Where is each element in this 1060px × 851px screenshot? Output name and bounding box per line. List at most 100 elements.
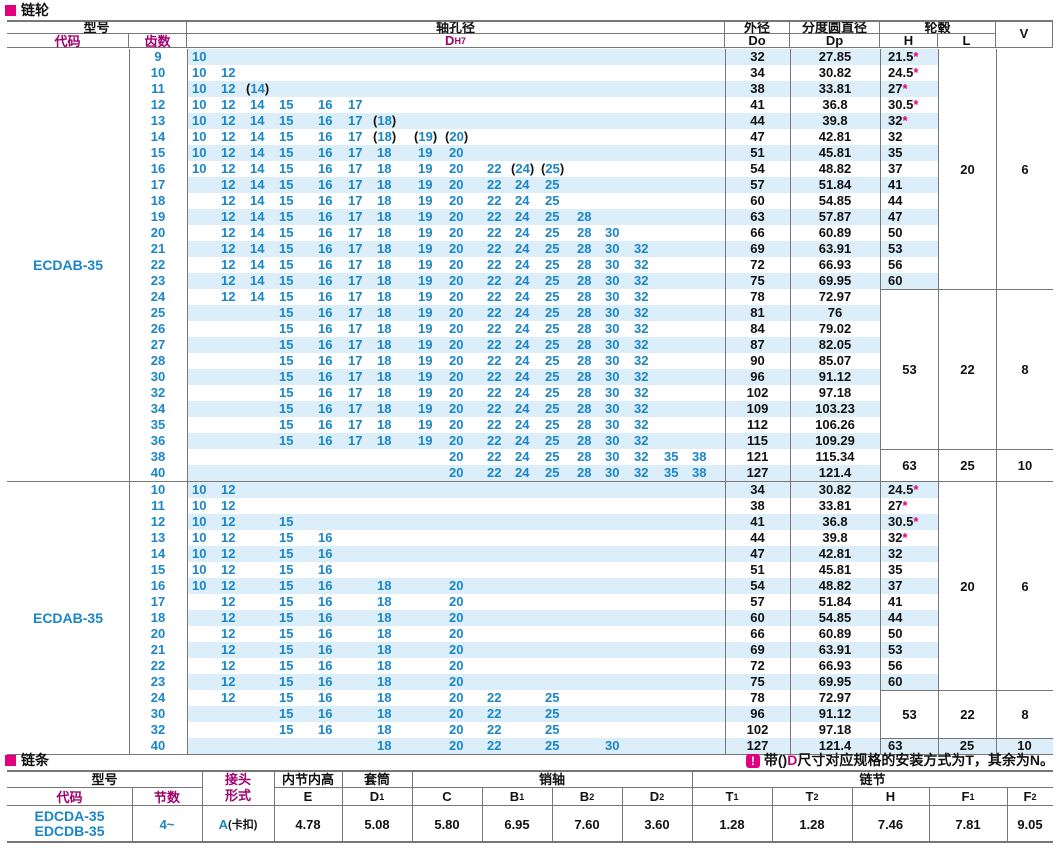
dim-letter: F <box>961 789 970 804</box>
bore-value: 32 <box>634 257 649 272</box>
bore-value: 12 <box>221 81 236 96</box>
column-line <box>938 49 939 754</box>
bore-value: 19 <box>418 161 433 176</box>
bore-value: 15 <box>279 241 294 256</box>
v-block: 6 <box>997 482 1053 690</box>
column-line <box>852 788 853 842</box>
bore-value: 17 <box>348 193 363 208</box>
bore-value: 15 <box>279 530 294 545</box>
bore-value: 14 <box>250 129 265 144</box>
teeth-count: 21 <box>150 642 166 657</box>
dim-value: 7.60 <box>574 816 600 832</box>
bore-value: 28 <box>577 385 592 400</box>
bore-value: 15 <box>279 273 294 288</box>
bore-value: 18 <box>377 257 392 272</box>
dim-subscript: 2 <box>1031 791 1037 802</box>
column-line <box>996 49 997 754</box>
star-mark: * <box>902 498 908 513</box>
outer-diameter: 44 <box>750 530 765 545</box>
bore-value: 20 <box>449 738 464 753</box>
bore-value: 25 <box>545 241 560 256</box>
bore-value: 24 <box>515 401 530 416</box>
pitch-diameter: 36.8 <box>822 97 848 112</box>
outer-diameter: 66 <box>750 225 765 240</box>
outer-diameter: 112 <box>747 417 768 432</box>
teeth-count: 17 <box>150 594 166 609</box>
bore-value: 15 <box>279 642 294 657</box>
bore-value: 38 <box>692 465 707 480</box>
bore-value: 18 <box>377 241 392 256</box>
bore-value: 18 <box>377 642 392 657</box>
bore-value: 17 <box>348 113 363 128</box>
bore-value: 24 <box>515 305 530 320</box>
teeth-count: 23 <box>150 273 166 288</box>
bore-value: 16 <box>318 225 333 240</box>
paren-close: ) <box>559 161 565 176</box>
bore-value: 15 <box>279 385 294 400</box>
pitch-diameter: 79.02 <box>818 321 852 336</box>
bore-value: 32 <box>634 465 649 480</box>
outer-diameter: 75 <box>750 273 765 288</box>
table-row <box>187 305 1053 321</box>
bore-value: 32 <box>634 369 649 384</box>
header-h: H <box>880 33 938 48</box>
dim-subscript: 1 <box>733 791 739 802</box>
bore-value: 20 <box>449 177 464 192</box>
pitch-diameter: 97.18 <box>818 722 852 737</box>
star-mark: * <box>913 49 919 64</box>
hub-h-value: 24.5 <box>888 482 914 497</box>
bore-value: 20 <box>449 145 464 160</box>
sleeve-header: 套筒 <box>342 770 412 788</box>
dim-symbol: H <box>852 788 929 806</box>
outer-diameter: 57 <box>750 177 765 192</box>
header-model: 型号 <box>7 20 187 35</box>
table-row <box>187 738 1053 754</box>
bore-value: 30 <box>605 305 620 320</box>
bore-value: 19 <box>418 385 433 400</box>
bore-value: 18 <box>377 369 392 384</box>
bore-value: 16 <box>318 385 333 400</box>
bore-value: 14 <box>250 273 265 288</box>
bore-value: 17 <box>348 273 363 288</box>
bore-value: 20 <box>449 305 464 320</box>
hub-h-value: 41 <box>888 594 903 609</box>
bore-value: 18 <box>377 385 392 400</box>
hub-l-block: 22 <box>939 690 996 738</box>
outer-diameter: 96 <box>750 369 765 384</box>
header-od: 外径 <box>725 20 790 35</box>
pitch-diameter: 27.85 <box>818 49 852 64</box>
table-row <box>187 225 1053 241</box>
column-line <box>129 49 130 754</box>
hub-h-value: 21.5 <box>888 49 914 64</box>
bore-value: 18 <box>377 193 392 208</box>
bore-value: 24 <box>515 193 530 208</box>
table-row <box>187 273 1053 289</box>
group-b-code: ECDAB-35 <box>32 610 103 626</box>
bore-value: 18 <box>377 321 392 336</box>
bore-value: 16 <box>318 337 333 352</box>
outer-diameter: 87 <box>750 337 765 352</box>
bore-value: 16 <box>318 706 333 721</box>
bore-value: 19 <box>418 209 433 224</box>
bore-value: 30 <box>605 241 620 256</box>
bore-value: 16 <box>318 530 333 545</box>
bore-value: 10 <box>192 97 207 112</box>
bore-value: 14 <box>250 193 265 208</box>
bore-value: (24) <box>511 161 534 177</box>
bore-value: 19 <box>418 241 433 256</box>
table-row <box>187 610 1053 626</box>
bore-number: 18 <box>377 113 392 128</box>
bore-value: 38 <box>692 449 707 464</box>
column-line <box>274 770 275 842</box>
hub-h-value: 32 <box>888 530 903 545</box>
bore-value: 28 <box>577 353 592 368</box>
bore-value: 22 <box>487 369 502 384</box>
hub-h: 27* <box>888 81 908 97</box>
bore-value: 22 <box>487 241 502 256</box>
hub-h-value: 27 <box>888 498 903 513</box>
bore-value: 28 <box>577 369 592 384</box>
table-row <box>187 578 1053 594</box>
column-line <box>1007 788 1008 842</box>
outer-diameter: 96 <box>750 706 765 721</box>
